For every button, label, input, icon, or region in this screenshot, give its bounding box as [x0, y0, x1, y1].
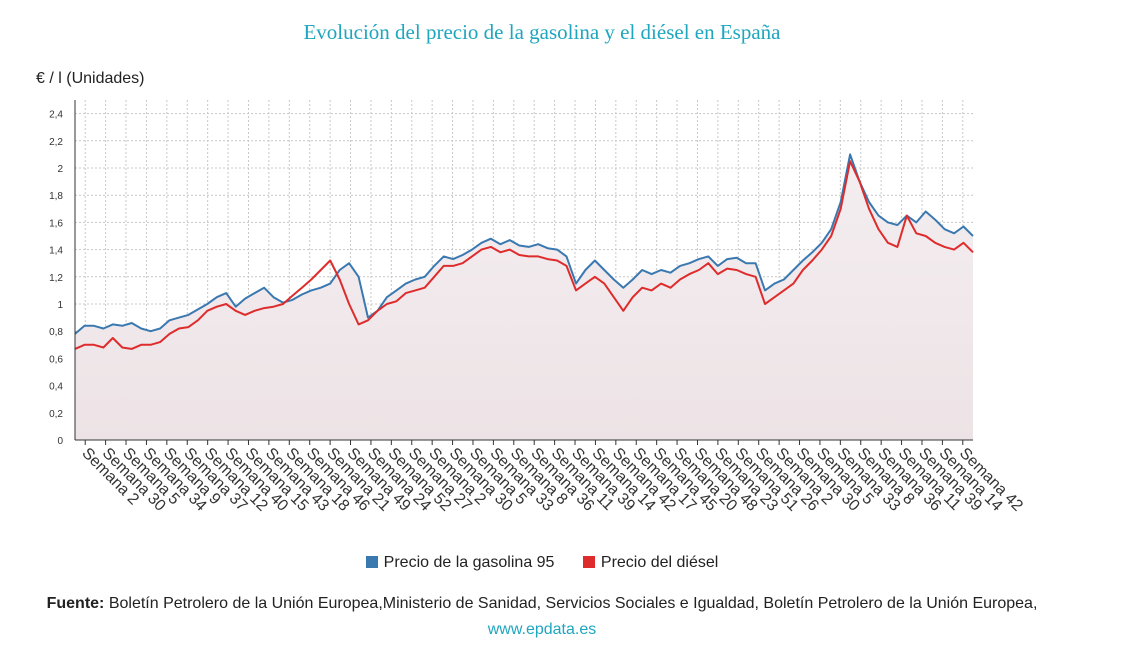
- y-tick-label: 1: [57, 300, 63, 311]
- legend-label-diesel: Precio del diésel: [600, 554, 719, 571]
- line-chart: 00,20,40,60,811,21,41,61,822,22,4 Semana…: [49, 100, 1026, 515]
- y-tick-label: 0,2: [49, 409, 63, 420]
- y-tick-label: 0,4: [49, 382, 63, 393]
- legend-item-gasolina[interactable]: Precio de la gasolina 95: [365, 554, 555, 572]
- y-tick-label: 1,2: [49, 273, 63, 284]
- y-tick-label: 1,8: [49, 191, 63, 202]
- y-tick-label: 0: [57, 436, 63, 447]
- source-text: Boletín Petrolero de la Unión Europea,Mi…: [104, 595, 1038, 612]
- area-fill: [75, 154, 973, 440]
- legend: Precio de la gasolina 95 Precio del diés…: [0, 554, 1084, 572]
- source-link[interactable]: www.epdata.es: [487, 621, 597, 638]
- legend-swatch-diesel: [582, 556, 595, 568]
- source-note: Fuente: Boletín Petrolero de la Unión Eu…: [40, 591, 1044, 643]
- y-tick-label: 0,6: [49, 354, 63, 365]
- y-tick-label: 1,6: [49, 218, 63, 229]
- y-tick-label: 2: [57, 164, 63, 175]
- legend-swatch-gasolina: [365, 556, 378, 568]
- y-tick-label: 2,4: [49, 110, 63, 121]
- series-line-diesel: [74, 160, 974, 350]
- chart-title: Evolución del precio de la gasolina y el…: [303, 20, 781, 44]
- series-line-gasolina: [74, 153, 974, 335]
- legend-item-diesel[interactable]: Precio del diésel: [582, 554, 719, 572]
- y-tick-label: 2,2: [49, 137, 63, 148]
- legend-label-gasolina: Precio de la gasolina 95: [383, 554, 555, 571]
- y-tick-label: 1,4: [49, 246, 63, 257]
- y-axis-label: € / l (Unidades): [36, 70, 145, 87]
- source-label: Fuente:: [46, 595, 105, 612]
- y-tick-label: 0,8: [49, 327, 63, 338]
